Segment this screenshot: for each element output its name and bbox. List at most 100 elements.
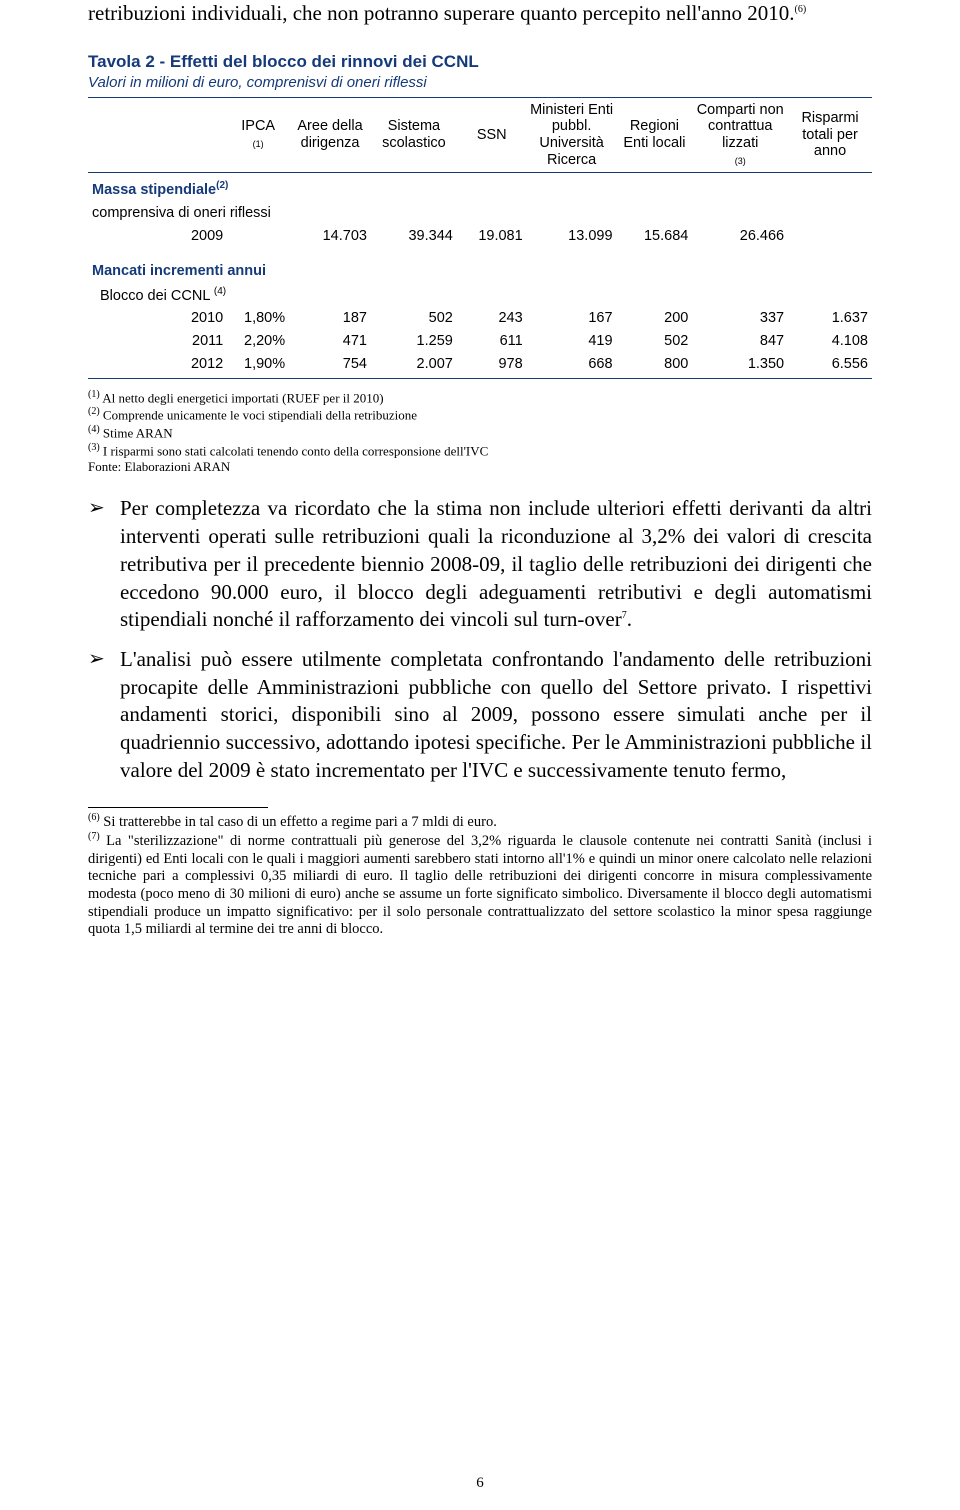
cell-c3: 1.259 (371, 330, 457, 353)
section1-sub: comprensiva di oneri riflessi (88, 202, 872, 225)
cell-c8: 4.108 (788, 330, 872, 353)
bfn-text: Si tratterebbe in tal caso di un effetto… (100, 813, 497, 829)
table-subtitle: Valori in milioni di euro, comprenisvi d… (88, 74, 872, 91)
th-ssn: SSN (457, 97, 527, 173)
section2-sub-text: Blocco dei CCNL (100, 287, 210, 303)
fn-text: Al netto degli energetici importati (RUE… (100, 390, 384, 405)
row-2009-c3: 39.344 (371, 225, 457, 248)
th-ministeri: Ministeri Enti pubbl. Università Ricerca (527, 97, 617, 173)
fn-text: Stime ARAN (100, 425, 173, 440)
table-row: 2012 1,90% 754 2.007 978 668 800 1.350 6… (88, 353, 872, 378)
th-ipca-note: (1) (253, 139, 264, 149)
page-number: 6 (0, 1475, 960, 1492)
footnote-line: (3) I risparmi sono stati calcolati tene… (88, 442, 872, 460)
cell-c5: 419 (527, 330, 617, 353)
cell-c8: 6.556 (788, 353, 872, 378)
cell-c4: 611 (457, 330, 527, 353)
row-2009-c8 (788, 225, 872, 248)
footnote-rule (88, 807, 268, 808)
th-comparti-note: (3) (735, 156, 746, 166)
cell-c2: 187 (289, 307, 371, 330)
fn-text: Comprende unicamente le voci stipendiali… (100, 408, 417, 423)
cell-c3: 2.007 (371, 353, 457, 378)
cell-ipca: 1,80% (227, 307, 289, 330)
section1-sub-row: comprensiva di oneri riflessi (88, 202, 872, 225)
section1-sup: (2) (216, 180, 228, 191)
bfn-sup: (6) (88, 812, 100, 823)
footnote-line: (4) Stime ARAN (88, 424, 872, 442)
cell-c8: 1.637 (788, 307, 872, 330)
cell-c2: 471 (289, 330, 371, 353)
row-2009-c7: 26.466 (692, 225, 788, 248)
bullet-text: Per completezza va ricordato che la stim… (120, 496, 872, 631)
table-footnotes: (1) Al netto degli energetici importati … (88, 389, 872, 476)
cell-c5: 167 (527, 307, 617, 330)
th-comparti: Comparti non contrattua lizzati (3) (692, 97, 788, 173)
footnote-line: (1) Al netto degli energetici importati … (88, 389, 872, 407)
fn-sup: (3) (88, 442, 100, 453)
bottom-footnotes: (6) Si tratterebbe in tal caso di un eff… (88, 812, 872, 939)
bfn-sup: (7) (88, 831, 100, 842)
cell-ipca: 1,90% (227, 353, 289, 378)
section2-sub: Blocco dei CCNL (4) (88, 283, 872, 308)
section2-sup: (4) (214, 286, 226, 297)
row-2009-c2: 14.703 (289, 225, 371, 248)
th-sistema: Sistema scolastico (371, 97, 457, 173)
fn-sup: (2) (88, 406, 100, 417)
row-2009-ipca (227, 225, 289, 248)
row-2009-c6: 15.684 (617, 225, 693, 248)
cell-c7: 1.350 (692, 353, 788, 378)
cell-year: 2010 (88, 307, 227, 330)
bullet-item: L'analisi può essere utilmente completat… (88, 646, 872, 785)
bullet-text: L'analisi può essere utilmente completat… (120, 647, 872, 782)
table-row: 2011 2,20% 471 1.259 611 419 502 847 4.1… (88, 330, 872, 353)
th-aree: Aree della dirigenza (289, 97, 371, 173)
th-ipca-label: IPCA (241, 118, 275, 134)
th-comparti-label: Comparti non contrattua lizzati (697, 102, 784, 151)
bullet-item: Per completezza va ricordato che la stim… (88, 495, 872, 634)
cell-c6: 502 (617, 330, 693, 353)
intro-paragraph: retribuzioni individuali, che non potran… (88, 0, 872, 28)
intro-sup: (6) (795, 4, 807, 15)
fn-text: I risparmi sono stati calcolati tenendo … (100, 443, 489, 458)
section2-sub-row: Blocco dei CCNL (4) (88, 283, 872, 308)
section1-label-row: Massa stipendiale(2) (88, 173, 872, 202)
cell-c3: 502 (371, 307, 457, 330)
cell-c5: 668 (527, 353, 617, 378)
th-empty (88, 97, 227, 173)
table-header-row: IPCA (1) Aree della dirigenza Sistema sc… (88, 97, 872, 173)
cell-c7: 847 (692, 330, 788, 353)
cell-ipca: 2,20% (227, 330, 289, 353)
cell-year: 2011 (88, 330, 227, 353)
cell-year: 2012 (88, 353, 227, 378)
page: retribuzioni individuali, che non potran… (0, 0, 960, 1510)
tavola-table: IPCA (1) Aree della dirigenza Sistema sc… (88, 97, 872, 379)
fn-sup: (4) (88, 424, 100, 435)
cell-c6: 800 (617, 353, 693, 378)
row-2009-year: 2009 (88, 225, 227, 248)
row-2009: 2009 14.703 39.344 19.081 13.099 15.684 … (88, 225, 872, 248)
bullet-list: Per completezza va ricordato che la stim… (88, 495, 872, 784)
bullet-text-post: . (627, 607, 632, 631)
table-row: 2010 1,80% 187 502 243 167 200 337 1.637 (88, 307, 872, 330)
cell-c2: 754 (289, 353, 371, 378)
th-ipca: IPCA (1) (227, 97, 289, 173)
fn-sup: (1) (88, 389, 100, 400)
bfn-text: La "sterilizzazione" di norme contrattua… (88, 833, 872, 937)
section1-label: Massa stipendiale(2) (88, 173, 872, 202)
cell-c4: 978 (457, 353, 527, 378)
spacer (88, 248, 872, 260)
table-title: Tavola 2 - Effetti del blocco dei rinnov… (88, 52, 872, 72)
th-risparmi: Risparmi totali per anno (788, 97, 872, 173)
intro-text: retribuzioni individuali, che non potran… (88, 1, 795, 25)
row-2009-c4: 19.081 (457, 225, 527, 248)
cell-c4: 243 (457, 307, 527, 330)
th-regioni: Regioni Enti locali (617, 97, 693, 173)
section2-label-row: Mancati incrementi annui (88, 260, 872, 283)
section2-label: Mancati incrementi annui (88, 260, 872, 283)
footnote-line: (2) Comprende unicamente le voci stipend… (88, 406, 872, 424)
source-line: Fonte: Elaborazioni ARAN (88, 459, 872, 475)
section1-label-text: Massa stipendiale (92, 182, 216, 198)
cell-c6: 200 (617, 307, 693, 330)
cell-c7: 337 (692, 307, 788, 330)
